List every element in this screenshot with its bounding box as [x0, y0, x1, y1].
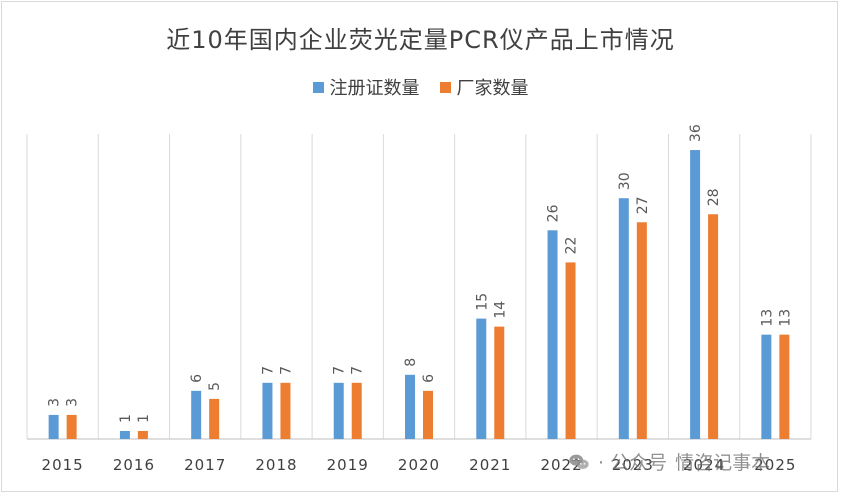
- x-tick-label: 2015: [42, 456, 84, 474]
- x-tick-label: 2021: [469, 456, 511, 474]
- bar-registrations: [333, 382, 344, 439]
- data-label: 6: [421, 374, 437, 383]
- data-label: 8: [403, 358, 419, 367]
- bar-registrations: [618, 198, 629, 439]
- data-label: 3: [65, 398, 81, 407]
- bar-manufacturers: [565, 262, 576, 439]
- x-tick-label: 2024: [683, 456, 725, 474]
- bar-manufacturers: [137, 430, 148, 439]
- data-label: 27: [635, 196, 651, 214]
- data-label: 13: [777, 309, 793, 327]
- x-tick-label: 2017: [184, 456, 226, 474]
- x-tick-label: 2019: [327, 456, 369, 474]
- data-label: 36: [688, 124, 704, 142]
- legend-swatch-registrations: [312, 81, 324, 93]
- legend-swatch-manufacturers: [439, 81, 451, 93]
- data-label: 1: [136, 414, 152, 423]
- bar-manufacturers: [708, 214, 719, 439]
- legend-label-manufacturers: 厂家数量: [456, 78, 529, 99]
- legend-item-manufacturers: 厂家数量: [439, 74, 529, 100]
- data-label: 7: [350, 366, 366, 375]
- bar-registrations: [48, 414, 59, 439]
- x-tick-label: 2023: [612, 456, 654, 474]
- data-label: 7: [332, 366, 348, 375]
- data-label: 13: [759, 309, 775, 327]
- chart-title: 近10年国内企业荧光定量PCR仪产品上市情况: [166, 26, 675, 54]
- x-tick-label: 2020: [398, 456, 440, 474]
- bar-manufacturers: [209, 398, 220, 439]
- data-label: 30: [617, 172, 633, 190]
- bar-registrations: [690, 150, 701, 440]
- data-label: 14: [492, 301, 508, 319]
- chart-legend: 注册证数量 厂家数量: [0, 74, 841, 100]
- data-label: 6: [189, 374, 205, 383]
- bar-manufacturers: [66, 414, 77, 439]
- watermark-name: 情咨记事本: [675, 452, 771, 474]
- data-label: 7: [260, 366, 276, 375]
- data-label: 7: [278, 366, 294, 375]
- bar-manufacturers: [494, 326, 505, 439]
- wechat-icon: [569, 454, 589, 469]
- legend-label-registrations: 注册证数量: [329, 78, 420, 99]
- data-label: 1: [118, 414, 134, 423]
- x-tick-label: 2025: [754, 456, 796, 474]
- x-tick-label: 2016: [113, 456, 155, 474]
- bar-registrations: [761, 334, 772, 439]
- bar-manufacturers: [280, 382, 291, 439]
- watermark: · 公众号 情咨记事本: [568, 448, 770, 475]
- bar-manufacturers: [636, 222, 647, 439]
- bar-registrations: [405, 374, 415, 439]
- data-label: 28: [706, 188, 722, 206]
- bar-registrations: [547, 230, 558, 439]
- bar-registrations: [191, 390, 202, 439]
- data-label: 22: [564, 237, 580, 255]
- legend-item-registrations: 注册证数量: [312, 74, 420, 100]
- bar-manufacturers: [423, 390, 433, 439]
- bar-registrations: [476, 318, 487, 439]
- watermark-account: · 公众号: [598, 452, 668, 474]
- data-label: 3: [47, 398, 63, 407]
- data-label: 26: [546, 204, 562, 222]
- bar-manufacturers: [351, 382, 362, 439]
- data-label: 15: [474, 293, 490, 311]
- bar-registrations: [262, 382, 273, 439]
- bar-registrations: [119, 430, 130, 439]
- data-label: 5: [207, 382, 223, 391]
- bar-manufacturers: [779, 334, 790, 439]
- x-tick-label: 2018: [255, 456, 297, 474]
